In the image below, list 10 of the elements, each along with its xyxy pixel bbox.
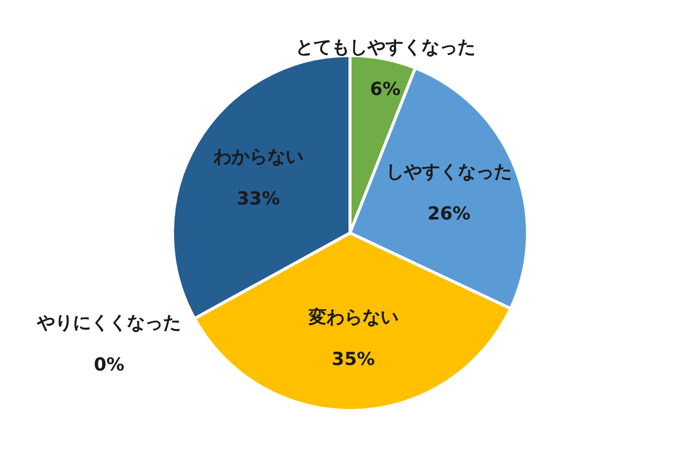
data-label: 33%	[236, 188, 280, 210]
slice-label: わからない	[212, 146, 304, 168]
data-label: 6%	[370, 78, 401, 100]
text: 0%	[94, 354, 124, 376]
slice-label: 変わらない	[307, 307, 398, 328]
category-label: やりにくくなった	[37, 312, 182, 334]
data-label: 35%	[332, 349, 375, 370]
data-label: 26%	[427, 203, 471, 224]
slice-label: とてもしやすくなった	[295, 36, 476, 58]
slice-label: しやすくなった	[386, 161, 512, 182]
